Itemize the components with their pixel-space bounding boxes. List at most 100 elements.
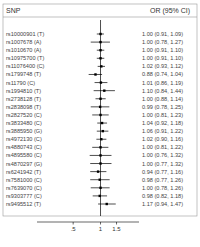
snp-label: rs1010670 (A) — [6, 47, 42, 53]
snp-label: rs4870297 (G) — [6, 161, 42, 167]
or-point — [103, 89, 105, 91]
or-point — [99, 57, 101, 59]
header-rule — [3, 17, 197, 18]
ci-line — [97, 58, 104, 59]
or-label: 1.06 (0.91, 1.22) — [142, 128, 183, 134]
or-point — [101, 122, 103, 124]
snp-label: rs7581000 (C) — [6, 177, 42, 183]
or-point — [99, 154, 101, 156]
or-label: 0.94 (0.77, 1.16) — [142, 169, 183, 175]
snp-label: rs4880743 (C) — [6, 144, 42, 150]
snp-label: rs4895580 (C) — [6, 152, 42, 158]
or-label: 1.04 (0.92, 1.18) — [142, 120, 183, 126]
ci-line — [90, 179, 109, 180]
or-label: 0.99 (0.78, 1.25) — [142, 104, 183, 110]
or-label: 0.98 (0.82, 1.18) — [142, 193, 183, 199]
or-point — [99, 179, 101, 181]
ci-line — [93, 195, 107, 196]
snp-label: rs11790 (C) — [6, 80, 35, 86]
ci-line — [97, 123, 107, 124]
snp-label: rs3833480 (C) — [6, 120, 42, 126]
or-label: 1.02 (0.90, 1.16) — [142, 136, 183, 142]
or-label: 1.00 (0.91, 1.10) — [142, 55, 183, 61]
ci-line — [94, 90, 115, 91]
or-label: 1.00 (0.81, 1.22) — [142, 144, 183, 150]
or-point — [100, 81, 102, 83]
ci-line — [91, 187, 110, 188]
ci-line — [95, 98, 105, 99]
forest-plot: SNP OR (95% CI) rs10000901 (T) 1.00 (0.91, … — [0, 0, 200, 247]
x-tick — [116, 222, 117, 225]
ci-line — [90, 155, 112, 156]
x-tick — [73, 222, 74, 225]
or-point — [99, 162, 101, 164]
x-tick-label: .5 — [71, 226, 77, 232]
ci-line — [98, 204, 116, 205]
or-label: 1.00 (0.81, 1.23) — [142, 112, 183, 118]
snp-label: rs7639070 (C) — [6, 185, 42, 191]
or-label: 1.00 (0.91, 1.10) — [142, 47, 183, 53]
ci-line — [97, 131, 109, 132]
snp-label: rs2827520 (C) — [6, 112, 42, 118]
ci-line — [90, 171, 106, 172]
ci-line — [95, 82, 108, 83]
or-point — [99, 195, 101, 197]
x-tick-label: 1.5 — [112, 226, 121, 232]
snp-label: rs4972130 (C) — [6, 136, 42, 142]
or-label: 1.00 (0.78, 1.26) — [142, 185, 183, 191]
or-label: 1.00 (0.88, 1.14) — [142, 96, 183, 102]
snp-label: rs1994810 (T) — [6, 88, 41, 94]
or-label: 1.01 (0.86, 1.19) — [142, 80, 183, 86]
snp-label: rs10975700 (T) — [6, 55, 44, 61]
or-point — [99, 146, 101, 148]
snp-label: rs10000901 (T) — [6, 31, 44, 37]
snp-label: rs3885950 (G) — [6, 128, 42, 134]
or-point — [99, 114, 101, 116]
or-point — [100, 138, 102, 140]
ci-line — [98, 66, 105, 67]
snp-label: rs9303777 (C) — [6, 193, 42, 199]
snp-label: rs1007678 (A) — [6, 39, 42, 45]
reference-line — [100, 20, 101, 216]
ci-line — [97, 34, 104, 35]
or-label: 1.10 (0.84, 1.44) — [142, 88, 183, 94]
or-point — [99, 33, 101, 35]
snp-label: rs11076400 (C) — [6, 63, 45, 69]
or-label: 1.00 (0.78, 1.27) — [142, 39, 183, 45]
ci-line — [92, 114, 108, 115]
or-point — [99, 41, 101, 43]
snp-label: rs9495512 (T) — [6, 201, 41, 207]
or-point — [94, 73, 96, 75]
snp-label: rs2738128 (T) — [6, 96, 41, 102]
snp-label: rs2838098 (T) — [6, 104, 41, 110]
marks — [89, 33, 116, 205]
snp-label: rs6241942 (T) — [6, 169, 41, 175]
x-tick-label: 1 — [99, 226, 103, 232]
or-point — [99, 49, 101, 51]
or-point — [99, 98, 101, 100]
ci-line — [96, 139, 106, 140]
ci-line — [89, 74, 102, 75]
x-axis — [37, 222, 139, 223]
or-point — [102, 130, 104, 132]
or-point — [97, 170, 99, 172]
or-point — [100, 65, 102, 67]
or-label: 0.98 (0.77, 1.26) — [142, 177, 183, 183]
or-point — [99, 106, 101, 108]
or-label: 1.00 (0.91, 1.09) — [142, 31, 183, 37]
or-label: 1.17 (0.94, 1.47) — [142, 201, 183, 207]
ci-line — [91, 42, 110, 43]
ci-line — [97, 50, 104, 51]
or-point — [99, 187, 101, 189]
header: OR (95% CI) — [150, 7, 190, 15]
x-tick — [100, 222, 101, 225]
ci-line — [91, 106, 110, 107]
or-label: 1.02 (0.93, 1.12) — [142, 63, 183, 69]
or-label: 1.00 (0.77, 1.32) — [142, 161, 183, 167]
or-label: 0.88 (0.74, 1.04) — [142, 71, 183, 77]
ci-line — [90, 163, 111, 164]
header: SNP — [6, 7, 21, 14]
or-label: 1.00 (0.76, 1.32) — [142, 152, 183, 158]
or-point — [106, 203, 108, 205]
frame — [3, 4, 197, 216]
